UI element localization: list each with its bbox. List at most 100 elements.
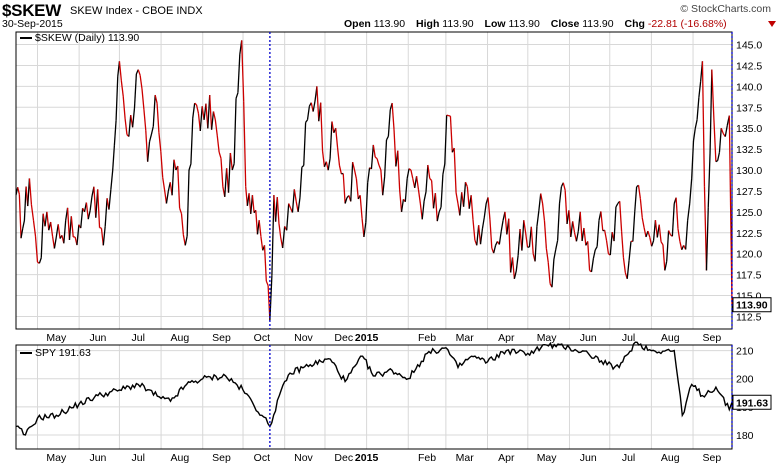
skew-line-segment (97, 189, 101, 228)
skew-line-segment (316, 86, 320, 122)
x-tick-label: Mar (456, 452, 475, 464)
x-tick-label: Jun (580, 452, 597, 464)
skew-line-segment (634, 186, 638, 212)
skew-line-segment (286, 203, 290, 231)
skew-line-segment (632, 211, 636, 242)
skew-line-segment (110, 169, 114, 190)
x-tick-label: May (46, 332, 67, 344)
x-tick-label: Nov (294, 332, 313, 344)
skew-line-segment (555, 240, 559, 250)
legend-swatch (20, 37, 32, 40)
skew-line-segment (148, 134, 153, 142)
skew-line-segment (568, 210, 572, 238)
skew-line-segment (724, 125, 728, 137)
skew-line-segment (20, 228, 24, 239)
skew-line-segment (321, 151, 326, 167)
skew-line-segment (658, 224, 662, 242)
skew-line-segment (195, 104, 200, 114)
skew-line-segment (80, 208, 84, 229)
skew-line-segment (652, 220, 657, 241)
skew-line-segment (115, 76, 119, 121)
skew-line-segment (139, 75, 143, 90)
skew-line-segment (481, 217, 485, 229)
skew-line-segment (312, 100, 316, 112)
skew-line-segment (212, 111, 216, 121)
skew-line-segment (171, 159, 175, 196)
skew-line-segment (40, 213, 44, 258)
y-tick-label: 130.0 (736, 165, 762, 177)
skew-line-segment (551, 259, 555, 288)
skew-line-segment (500, 220, 504, 232)
skew-line-segment (479, 228, 484, 245)
skew-line-segment (666, 230, 670, 262)
lower-legend-text: SPY 191.63 (35, 347, 91, 359)
skew-line-segment (276, 197, 280, 224)
skew-line-segment (265, 280, 269, 286)
skew-line-segment (143, 109, 147, 131)
skew-line-segment (258, 220, 262, 237)
skew-line-segment (378, 164, 382, 171)
x-tick-label: Jul (132, 332, 145, 344)
skew-line-segment (400, 199, 405, 212)
y-tick-label: 200 (736, 374, 754, 386)
skew-line-segment (415, 176, 420, 190)
skew-line-segment (651, 240, 655, 247)
skew-line-segment (513, 270, 517, 279)
skew-line-segment (541, 203, 546, 221)
skew-line-segment (677, 228, 681, 242)
y-tick-label: 117.5 (736, 270, 762, 282)
skew-line-segment (472, 219, 476, 241)
skew-line-segment (639, 198, 643, 218)
skew-line-segment (397, 150, 401, 190)
skew-line-segment (263, 245, 267, 282)
y-tick-label: 135.0 (736, 123, 762, 135)
ticker-symbol: $SKEW (2, 1, 61, 20)
skew-line-segment (540, 193, 544, 204)
skew-line-segment (687, 203, 691, 221)
x-tick-label: Jul (622, 332, 635, 344)
skew-line-segment (353, 169, 358, 179)
x-tick-label: 2015 (355, 452, 379, 464)
skew-line-segment (562, 182, 566, 191)
chart-date: 30-Sep-2015 (2, 18, 63, 30)
skew-line-segment (214, 119, 218, 136)
skew-line-segment (470, 195, 474, 220)
x-tick-label: Aug (171, 332, 190, 344)
x-tick-label: Feb (418, 332, 436, 344)
skew-line-segment (707, 153, 711, 208)
skew-line-segment (575, 230, 579, 242)
skew-line-segment (667, 230, 672, 236)
skew-line-segment (662, 244, 666, 271)
open-value: 113.90 (373, 18, 406, 30)
skew-line-segment (596, 220, 600, 247)
skew-line-segment (352, 161, 356, 171)
skew-line-segment (717, 152, 721, 161)
brand-label: © StockCharts.com (680, 3, 771, 15)
skew-line-segment (605, 240, 610, 254)
skew-line-segment (511, 257, 516, 279)
skew-line-segment (508, 218, 512, 273)
skew-line-segment (260, 236, 264, 251)
skew-line-segment (255, 210, 259, 235)
skew-line-segment (278, 223, 282, 238)
skew-line-segment (543, 220, 547, 249)
skew-line-segment (216, 135, 220, 153)
close-value: 113.90 (582, 18, 614, 30)
skew-line-segment (489, 219, 493, 249)
skew-line-segment (694, 119, 698, 129)
skew-line-segment (160, 151, 164, 178)
skew-line-segment (600, 211, 604, 231)
skew-line-segment (173, 159, 177, 171)
skew-line-segment (705, 207, 709, 271)
skew-line-segment (570, 221, 574, 238)
y-tick-label: 210 (736, 346, 754, 358)
skew-line-segment (227, 152, 232, 193)
skew-line-segment (186, 170, 190, 237)
skew-line-segment (430, 180, 435, 209)
skew-line-segment (711, 69, 715, 119)
x-tick-label: Oct (254, 452, 270, 464)
x-tick-label: Jul (132, 452, 145, 464)
legend-swatch (20, 352, 32, 355)
skew-line-segment (393, 129, 397, 167)
skew-line-segment (521, 220, 525, 251)
